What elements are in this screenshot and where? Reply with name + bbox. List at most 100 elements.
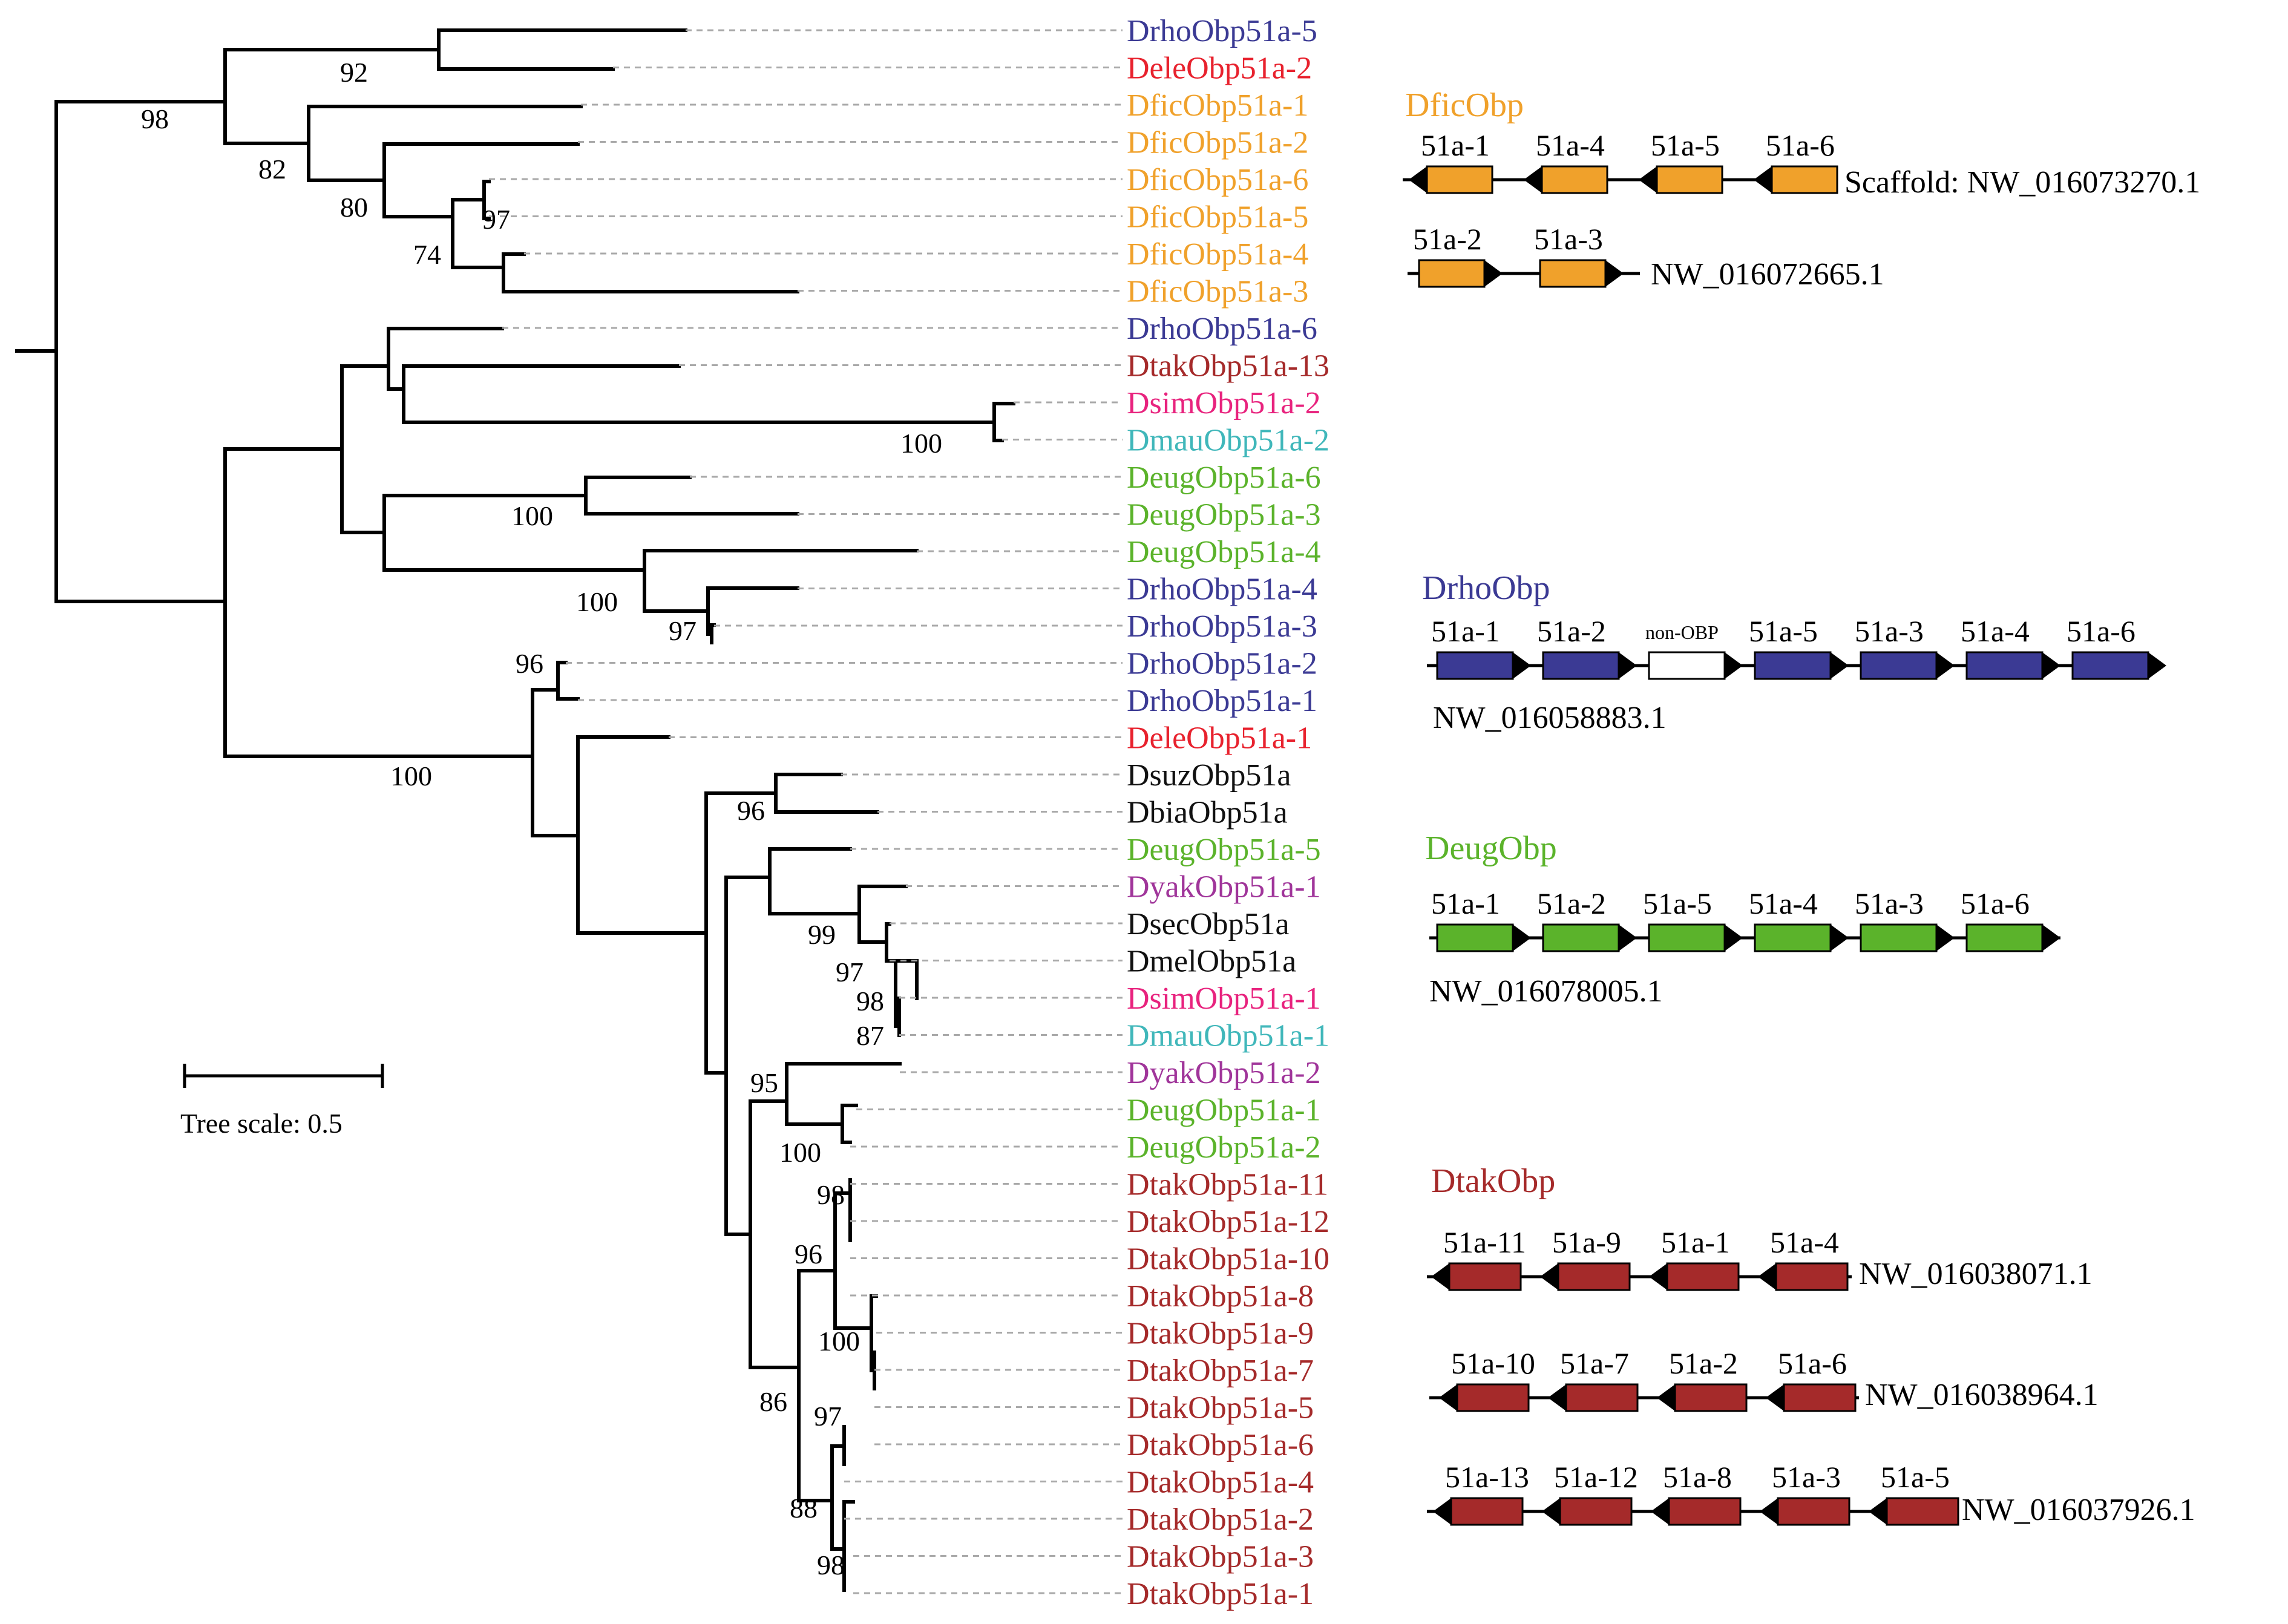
leaf-label: DeugObp51a-2 xyxy=(1127,1130,1321,1165)
leaf-label: DtakObp51a-11 xyxy=(1127,1168,1328,1202)
gene-label: 51a-9 xyxy=(1552,1225,1621,1259)
gene-label: 51a-8 xyxy=(1663,1460,1732,1494)
gene-box xyxy=(1771,165,1838,194)
bootstrap-value: 92 xyxy=(340,57,368,88)
leaf-label: DficObp51a-6 xyxy=(1127,163,1308,197)
leaf-label: DrhoObp51a-4 xyxy=(1127,572,1317,607)
gene-arrowhead xyxy=(1542,1498,1560,1525)
bootstrap-value: 88 xyxy=(790,1493,818,1524)
leaf-label: DtakObp51a-5 xyxy=(1127,1391,1314,1426)
gene-arrowhead xyxy=(2148,652,2166,679)
leaf-label: DrhoObp51a-5 xyxy=(1127,14,1317,48)
leaf-label: DtakObp51a-7 xyxy=(1127,1354,1314,1388)
gene-label: 51a-5 xyxy=(1643,886,1712,920)
gene-arrowhead xyxy=(1936,925,1955,951)
gene-label: 51a-4 xyxy=(1770,1225,1839,1259)
bootstrap-value: 82 xyxy=(258,154,286,185)
gene-box xyxy=(1656,165,1723,194)
leaf-leader-lines xyxy=(489,29,1123,1594)
accession-drho-1: NW_016058883.1 xyxy=(1433,701,1667,735)
gene-label: 51a-6 xyxy=(1766,128,1835,162)
leaf-label: DsuzObp51a xyxy=(1127,758,1291,793)
gene-arrowhead xyxy=(1439,1384,1457,1411)
gene-box xyxy=(1456,1383,1530,1412)
gene-box xyxy=(1436,651,1514,680)
gene-box xyxy=(1448,1262,1522,1291)
gene-label: 51a-3 xyxy=(1855,886,1924,920)
gene-arrowhead xyxy=(2042,925,2060,951)
gene-label: 51a-2 xyxy=(1669,1346,1738,1380)
gene-box xyxy=(1426,165,1493,194)
tree-scale-label: Tree scale: 0.5 xyxy=(180,1108,343,1139)
gene-label: 51a-13 xyxy=(1445,1460,1529,1494)
gene-label: 51a-1 xyxy=(1431,614,1500,648)
gene-box xyxy=(1666,1262,1740,1291)
leaf-label: DtakObp51a-1 xyxy=(1127,1577,1314,1611)
gene-label: 51a-5 xyxy=(1881,1460,1950,1494)
bootstrap-value: 97 xyxy=(482,204,510,235)
leaf-label: DeleObp51a-1 xyxy=(1127,721,1312,756)
leaf-label: DficObp51a-3 xyxy=(1127,275,1308,309)
gene-label: 51a-7 xyxy=(1560,1346,1629,1380)
bootstrap-value: 74 xyxy=(413,239,441,270)
leaf-label: DtakObp51a-3 xyxy=(1127,1540,1314,1574)
gene-box xyxy=(1777,1497,1850,1526)
gene-label: 51a-4 xyxy=(1961,614,2030,648)
bootstrap-value: 97 xyxy=(669,615,697,646)
leaf-label: DtakObp51a-6 xyxy=(1127,1428,1314,1462)
accession-deug-1: NW_016078005.1 xyxy=(1429,974,1663,1009)
leaf-label: DtakObp51a-13 xyxy=(1127,349,1329,384)
gene-box xyxy=(1418,259,1486,288)
gene-arrowhead xyxy=(2042,652,2060,679)
gene-box xyxy=(1542,651,1620,680)
gene-box xyxy=(1559,1497,1633,1526)
gene-label: 51a-3 xyxy=(1534,222,1603,256)
gene-arrowhead xyxy=(1484,260,1503,287)
gene-arrowhead xyxy=(1639,166,1657,193)
gene-cluster-diagrams: DficObp DrhoObp DeugObp DtakObp Scaffold… xyxy=(1405,87,2200,1527)
gene-box xyxy=(1754,651,1832,680)
gene-arrowhead xyxy=(1513,925,1531,951)
gene-arrowhead xyxy=(1619,652,1637,679)
leaf-label: DsecObp51a xyxy=(1127,907,1290,941)
cluster-title-deug: DeugObp xyxy=(1425,830,1557,867)
gene-box xyxy=(1860,651,1938,680)
leaf-label: DrhoObp51a-3 xyxy=(1127,609,1317,644)
bootstrap-value: 98 xyxy=(141,103,169,134)
gene-label: 51a-1 xyxy=(1431,886,1500,920)
leaf-label: DmelObp51a xyxy=(1127,945,1296,979)
leaf-label: DrhoObp51a-1 xyxy=(1127,684,1317,718)
bootstrap-value: 97 xyxy=(836,957,864,987)
leaf-label: DficObp51a-1 xyxy=(1127,88,1308,123)
gene-label: 51a-11 xyxy=(1443,1225,1526,1259)
gene-arrowhead xyxy=(1831,652,1849,679)
gene-box xyxy=(1674,1383,1748,1412)
leaf-label: DtakObp51a-12 xyxy=(1127,1205,1329,1239)
gene-arrowhead xyxy=(1831,925,1849,951)
gene-arrowhead xyxy=(1936,652,1955,679)
bootstrap-value: 100 xyxy=(818,1326,860,1357)
leaf-label: DeugObp51a-1 xyxy=(1127,1093,1321,1128)
bootstrap-value: 100 xyxy=(779,1137,821,1168)
gene-arrowhead xyxy=(1524,166,1542,193)
bootstrap-value: 100 xyxy=(390,761,432,791)
leaf-label: DeleObp51a-2 xyxy=(1127,51,1312,86)
leaf-label: DsimObp51a-2 xyxy=(1127,386,1321,421)
cluster-title-drho: DrhoObp xyxy=(1422,569,1550,607)
gene-arrowhead xyxy=(1651,1498,1669,1525)
gene-box xyxy=(1557,1262,1631,1291)
bootstrap-value: 86 xyxy=(759,1386,787,1417)
gene-box xyxy=(1648,923,1726,952)
gene-label: 51a-4 xyxy=(1536,128,1605,162)
leaf-label: DficObp51a-4 xyxy=(1127,237,1308,272)
gene-label: 51a-4 xyxy=(1749,886,1818,920)
phylogenetic-tree xyxy=(15,28,1015,1592)
bootstrap-value: 96 xyxy=(737,795,765,826)
gene-label: 51a-6 xyxy=(1778,1346,1847,1380)
gene-arrowhead xyxy=(1431,1263,1449,1290)
gene-box xyxy=(1886,1497,1959,1526)
bootstrap-value: 97 xyxy=(814,1401,842,1432)
gene-arrowhead xyxy=(1754,166,1772,193)
leaf-label: DmauObp51a-2 xyxy=(1127,424,1329,458)
leaf-label: DficObp51a-5 xyxy=(1127,200,1308,235)
